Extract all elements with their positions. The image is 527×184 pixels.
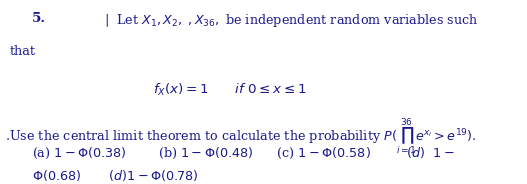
- Text: $f_X(x) = 1 \qquad if\ 0 \leq x \leq 1$: $f_X(x) = 1 \qquad if\ 0 \leq x \leq 1$: [153, 82, 307, 98]
- Text: .Use the central limit theorem to calculate the probability $P(\prod_{i=1}^{36} : .Use the central limit theorem to calcul…: [5, 116, 476, 157]
- Text: (a) $1 - \Phi(0.38)$        (b) $1 - \Phi(0.48)$      (c) $1 - \Phi(0.58)$      : (a) $1 - \Phi(0.38)$ (b) $1 - \Phi(0.48)…: [32, 146, 455, 161]
- Text: $\mid$ Let $X_1, X_2,\;,X_{36},$ be independent random variables such: $\mid$ Let $X_1, X_2,\;,X_{36},$ be inde…: [101, 12, 479, 29]
- Text: 5.: 5.: [32, 12, 46, 25]
- Text: $\Phi(0.68)$       $(d)1 - \Phi(0.78)$: $\Phi(0.68)$ $(d)1 - \Phi(0.78)$: [32, 168, 199, 183]
- Text: that: that: [9, 45, 35, 58]
